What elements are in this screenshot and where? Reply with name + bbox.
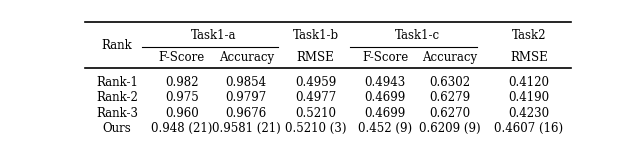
Text: Task2: Task2 xyxy=(511,29,546,42)
Text: 0.4699: 0.4699 xyxy=(364,107,406,120)
Text: Task1-b: Task1-b xyxy=(292,29,339,42)
Text: 0.452 (9): 0.452 (9) xyxy=(358,122,412,135)
Text: 0.5210 (3): 0.5210 (3) xyxy=(285,122,346,135)
Text: 0.982: 0.982 xyxy=(165,76,198,89)
Text: 0.9676: 0.9676 xyxy=(225,107,267,120)
Text: 0.4190: 0.4190 xyxy=(508,91,550,104)
Text: 0.4943: 0.4943 xyxy=(364,76,406,89)
Text: Rank: Rank xyxy=(102,39,132,52)
Text: Accuracy: Accuracy xyxy=(422,51,477,64)
Text: 0.948 (21): 0.948 (21) xyxy=(151,122,212,135)
Text: 0.960: 0.960 xyxy=(165,107,198,120)
Text: F-Score: F-Score xyxy=(159,51,205,64)
Text: 0.6209 (9): 0.6209 (9) xyxy=(419,122,481,135)
Text: 0.975: 0.975 xyxy=(165,91,198,104)
Text: Rank-3: Rank-3 xyxy=(96,107,138,120)
Text: 0.4120: 0.4120 xyxy=(508,76,549,89)
Text: F-Score: F-Score xyxy=(362,51,408,64)
Text: 0.4230: 0.4230 xyxy=(508,107,550,120)
Text: 0.5210: 0.5210 xyxy=(295,107,336,120)
Text: 0.9581 (21): 0.9581 (21) xyxy=(212,122,280,135)
Text: Rank-1: Rank-1 xyxy=(96,76,138,89)
Text: 0.4977: 0.4977 xyxy=(295,91,336,104)
Text: 0.4699: 0.4699 xyxy=(364,91,406,104)
Text: 0.9797: 0.9797 xyxy=(225,91,267,104)
Text: Rank-2: Rank-2 xyxy=(96,91,138,104)
Text: Accuracy: Accuracy xyxy=(219,51,274,64)
Text: 0.6302: 0.6302 xyxy=(429,76,470,89)
Text: 0.9854: 0.9854 xyxy=(225,76,267,89)
Text: RMSE: RMSE xyxy=(297,51,335,64)
Text: 0.6279: 0.6279 xyxy=(429,91,470,104)
Text: RMSE: RMSE xyxy=(510,51,548,64)
Text: Task1-c: Task1-c xyxy=(395,29,440,42)
Text: 0.4959: 0.4959 xyxy=(295,76,336,89)
Text: 0.4607 (16): 0.4607 (16) xyxy=(494,122,563,135)
Text: Task1-a: Task1-a xyxy=(191,29,237,42)
Text: 0.6270: 0.6270 xyxy=(429,107,470,120)
Text: Ours: Ours xyxy=(103,122,132,135)
